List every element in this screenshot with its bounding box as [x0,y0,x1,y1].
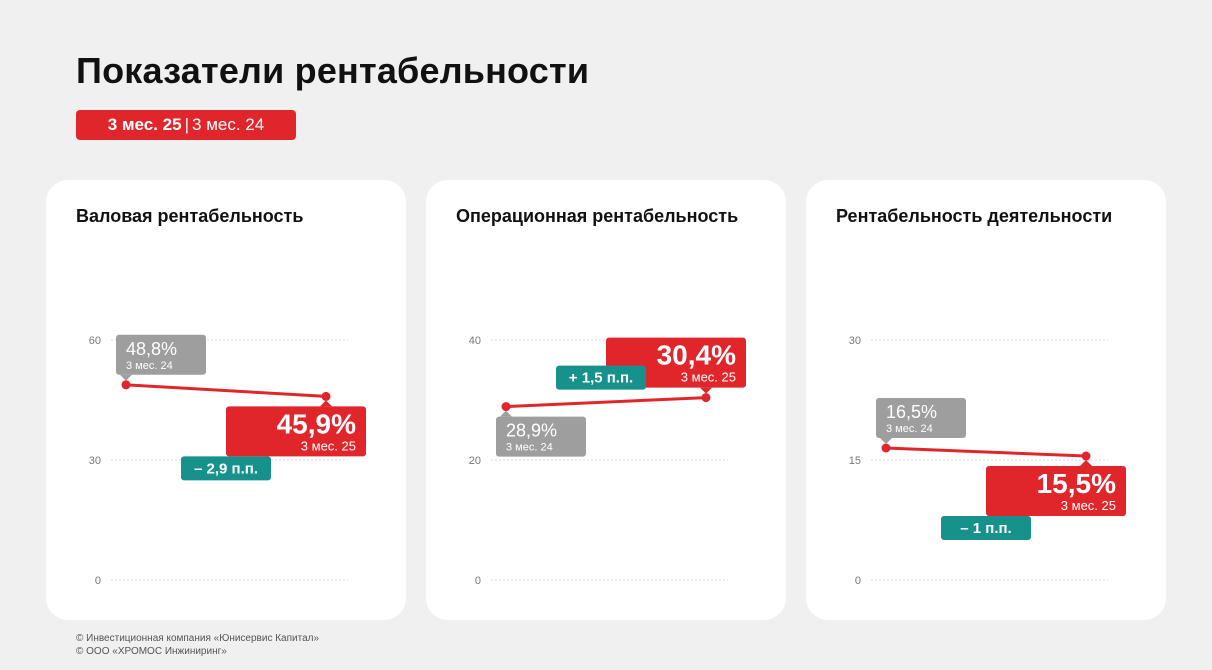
copyright-line: © ООО «ХРОМОС Инжиниринг» [76,646,227,657]
period-previous-label: 3 мес. 24 [192,115,265,134]
period-separator: | [184,115,190,134]
chart-title: Валовая рентабельность [76,206,304,226]
callout-pointer [120,374,132,381]
current-value-callout: 45,9%3 мес. 25 [226,400,366,457]
period-legend-badge: 3 мес. 25 | 3 мес. 24 [76,110,296,140]
series-line [504,396,708,409]
callout-pointer [700,387,712,394]
y-tick-label: 30 [89,455,101,467]
data-label-value: 45,9% [277,408,356,439]
delta-badge: + 1,5 п.п. [556,365,646,390]
chart-card-operating-margin: Операционная рентабельность 0 20 40 28,9% 3 … [426,180,786,620]
chart-title: Рентабельность деятельности [836,206,1113,226]
data-label-value: 28,9% [506,421,557,441]
y-tick-label: 15 [849,455,861,467]
series-line [884,446,1088,458]
delta-label: + 1,5 п.п. [569,370,633,387]
previous-value-callout: 48,8%3 мес. 24 [116,334,206,381]
callout-pointer [1080,460,1092,466]
chart-title: Операционная рентабельность [456,206,739,226]
previous-value-callout: 28,9%3 мес. 24 [496,410,586,457]
previous-value-callout: 16,5%3 мес. 24 [876,398,966,444]
chart-card-gross-margin: Валовая рентабельность 0 30 60 48,8% 3 мес. … [46,180,406,620]
data-point [501,402,511,412]
data-point [1081,451,1091,461]
delta-label: – 1 п.п. [960,520,1011,537]
callout-pointer [500,410,512,417]
chart-plot: 0 20 40 28,9%3 мес. 24 30,4%3 мес. 25 + 1,5 п… [469,335,746,587]
y-tick-label: 0 [855,575,861,587]
series-line [124,383,328,398]
data-label-period: 3 мес. 24 [126,360,173,372]
data-point [121,380,131,390]
y-tick-label: 60 [89,335,101,347]
callout-box [986,466,1126,516]
data-label-period: 3 мес. 24 [886,423,933,435]
delta-badge: – 1 п.п. [941,516,1031,540]
chart-plot: 0 30 60 48,8%3 мес. 24 45,9%3 мес. 25 – 2,9 п… [89,334,366,587]
chart-card-activity-profitability: Рентабельность деятельности 0 15 30 16,5% 3 … [806,180,1166,620]
data-point [701,393,711,403]
footer-copyright: © Инвестиционная компания «Юнисервис Кап… [76,632,319,658]
callout-pointer [320,400,332,407]
callout-box [496,416,586,457]
y-tick-label: 0 [95,575,101,587]
y-tick-label: 40 [469,335,481,347]
data-label-period: 3 мес. 25 [301,438,356,453]
copyright-line: © Инвестиционная компания «Юнисервис Кап… [76,633,320,644]
page-title: Показатели рентабельности [76,50,590,91]
callout-box [876,398,966,438]
delta-badge-box [181,456,271,481]
callout-box [226,406,366,457]
delta-badge-box [556,365,646,390]
y-tick-label: 30 [849,335,861,347]
y-tick-label: 0 [475,575,481,587]
data-point [321,391,331,401]
callout-box [116,334,206,375]
period-current-label: 3 мес. 25 [107,115,182,134]
y-tick-label: 20 [469,455,481,467]
data-point [881,443,891,453]
data-label-value: 15,5% [1037,468,1116,499]
data-label-value: 48,8% [126,339,177,359]
current-value-callout: 15,5%3 мес. 25 [986,460,1126,516]
data-label-value: 16,5% [886,402,937,422]
delta-badge: – 2,9 п.п. [181,456,271,481]
chart-plot: 0 15 30 16,5%3 мес. 24 15,5%3 мес. 25 – 1 п.п… [849,335,1126,587]
data-label-period: 3 мес. 25 [681,370,736,385]
data-label-value: 30,4% [657,340,736,371]
delta-badge-box [941,516,1031,540]
data-label-period: 3 мес. 25 [1061,498,1116,513]
data-label-period: 3 мес. 24 [506,442,553,454]
delta-label: – 2,9 п.п. [194,460,258,477]
callout-pointer [880,438,892,444]
